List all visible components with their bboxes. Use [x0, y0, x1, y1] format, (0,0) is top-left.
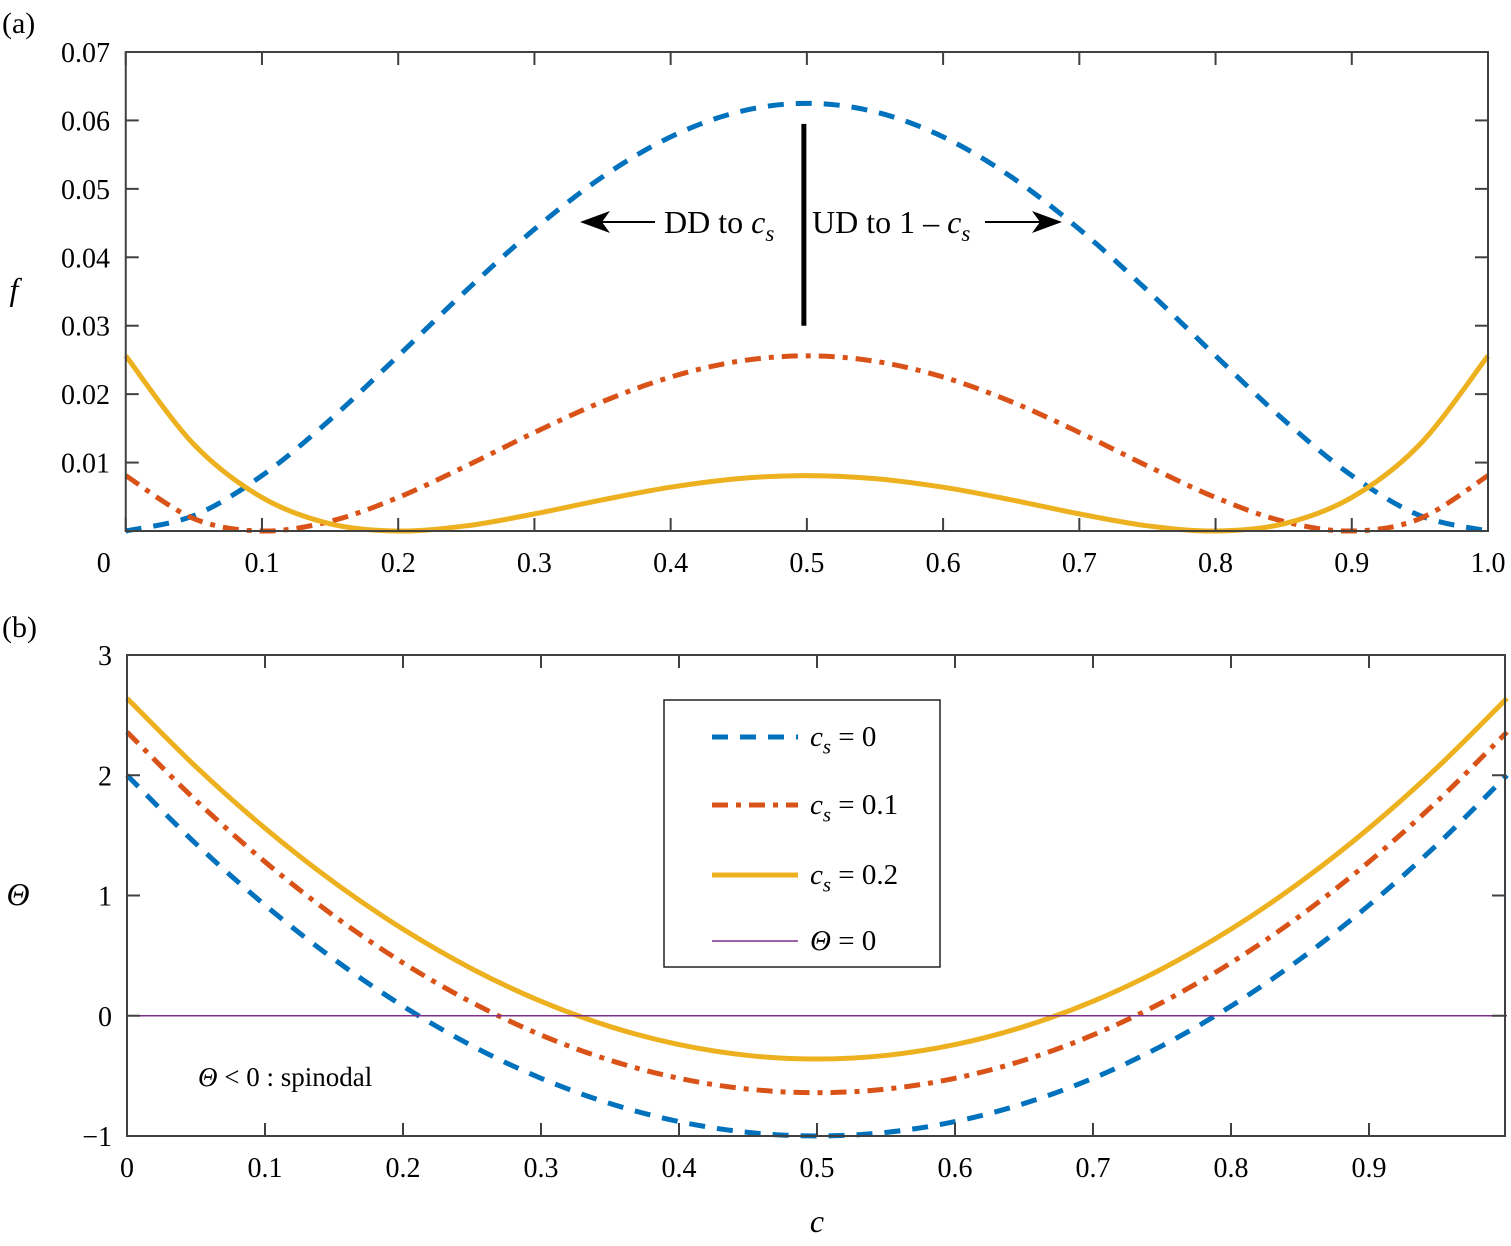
x-tick-label: 0.1: [244, 548, 279, 579]
legend-entry: cs = 0: [712, 721, 876, 758]
x-tick-label: 0: [97, 548, 111, 579]
y-tick-label: 0.01: [61, 449, 110, 480]
annotation-ud: UD to 1 – cs: [812, 204, 970, 246]
x-tick-label: 0.2: [386, 1153, 421, 1184]
legend: cs = 0cs = 0.1cs = 0.2Θ = 0: [663, 699, 941, 968]
x-tick-label: 0.6: [938, 1153, 973, 1184]
series-line: [123, 354, 1490, 534]
series-line: [125, 100, 1489, 534]
x-tick-label: 0: [120, 1153, 134, 1184]
arrow-right-icon: [1032, 211, 1062, 233]
y-tick-label: 0.07: [61, 38, 110, 69]
x-tick-label: 0.3: [524, 1153, 559, 1184]
series-line: [125, 696, 1509, 1062]
y-tick-label: 0.05: [61, 175, 110, 206]
label-text: < 0 : spinodal: [218, 1062, 373, 1092]
y-axis-label: f: [10, 271, 23, 307]
series-line: [124, 353, 1490, 534]
x-tick-label: 0.2: [381, 548, 416, 579]
legend-entry: cs = 0.1: [712, 789, 898, 826]
label-variable: c: [810, 789, 823, 821]
panel-label: (a): [2, 7, 35, 40]
legend-entry: Θ = 0: [712, 925, 876, 957]
y-tick-label: 1: [98, 882, 112, 913]
annotation-dd: DD to cs: [664, 204, 774, 246]
x-tick-label: 0.7: [1062, 548, 1097, 579]
series-line: [125, 730, 1509, 1096]
x-tick-label: 0.8: [1198, 548, 1233, 579]
panel-a: 0 0.1 0.2 0.3 0.4 0.5 0.6 0.7 0.8 0.9 1.0 0.01 0.02 0…: [2, 7, 1506, 579]
legend-label: cs = 0: [810, 721, 876, 758]
label-text: = 0: [831, 925, 876, 957]
label-text: = 0.1: [831, 789, 898, 821]
panel-label: (b): [2, 611, 37, 644]
legend-entry: cs = 0.2: [712, 859, 898, 896]
legend-box: [663, 699, 941, 968]
y-tick-label: 0.03: [61, 312, 110, 343]
legend-label: cs = 0.2: [810, 859, 898, 896]
series-line: [125, 773, 1509, 1139]
label-text: = 0: [831, 721, 876, 753]
label-text: DD to: [664, 204, 751, 240]
x-tick-label: 0.9: [1352, 1153, 1387, 1184]
label-subscript: s: [823, 872, 831, 896]
x-tick-label: 0.5: [800, 1153, 835, 1184]
y-tick-label: 0.04: [61, 243, 110, 274]
axes-frame: [124, 51, 1489, 532]
label-variable: c: [810, 859, 823, 891]
annotation-spinodal: Θ < 0 : spinodal: [198, 1062, 372, 1092]
x-tick-label: 0.1: [248, 1153, 283, 1184]
label-subscript: s: [961, 220, 970, 246]
label-text: = 0.2: [831, 859, 898, 891]
label-variable: c: [947, 204, 961, 240]
label-variable: Θ: [198, 1062, 218, 1092]
y-tick-label: 0: [98, 1002, 112, 1033]
x-tick-label: 0.4: [662, 1153, 697, 1184]
x-tick-label: 0.4: [653, 548, 688, 579]
label-variable: Θ: [810, 925, 831, 957]
x-tick-label: 0.7: [1076, 1153, 1111, 1184]
y-tick-label: 2: [98, 761, 112, 792]
arrow-left-icon: [580, 211, 610, 233]
panel-b: 0 0.1 0.2 0.3 0.4 0.5 0.6 0.7 0.8 0.9−10123(b)Θcc…: [2, 611, 1509, 1239]
y-tick-label: −1: [82, 1122, 112, 1153]
y-tick-label: 0.02: [61, 380, 110, 411]
x-tick-label: 0.9: [1334, 548, 1369, 579]
x-tick-label: 0.6: [926, 548, 961, 579]
x-tick-label: 0.8: [1214, 1153, 1249, 1184]
label-subscript: s: [823, 802, 831, 826]
label-subscript: s: [823, 734, 831, 758]
y-tick-label: 3: [98, 641, 112, 672]
label-subscript: s: [765, 220, 774, 246]
x-tick-label: 0.5: [789, 548, 824, 579]
label-text: UD to 1 –: [812, 204, 947, 240]
x-tick-label: 0.3: [517, 548, 552, 579]
x-axis-label: c: [810, 1203, 824, 1239]
y-tick-label: 0.06: [61, 106, 110, 137]
label-variable: c: [751, 204, 765, 240]
x-tick-label: 1.0: [1471, 548, 1506, 579]
y-axis-label: Θ: [6, 876, 29, 912]
label-variable: c: [810, 721, 823, 753]
legend-label: Θ = 0: [810, 925, 876, 957]
legend-label: cs = 0.1: [810, 789, 898, 826]
